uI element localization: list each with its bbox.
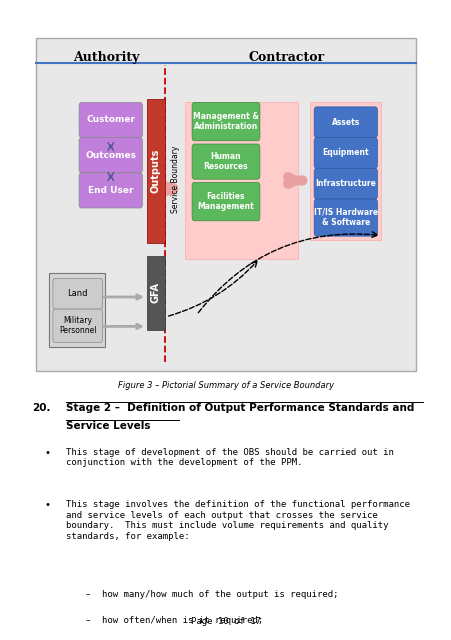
FancyBboxPatch shape: [147, 256, 165, 330]
Text: Service Boundary: Service Boundary: [170, 145, 179, 213]
FancyBboxPatch shape: [313, 138, 377, 168]
Text: Management &
Administration: Management & Administration: [193, 112, 258, 131]
FancyBboxPatch shape: [192, 182, 259, 221]
Text: Land: Land: [67, 289, 88, 298]
Text: –: –: [86, 590, 90, 599]
Text: 20.: 20.: [32, 403, 50, 413]
Text: This stage involves the definition of the functional performance
and service lev: This stage involves the definition of th…: [65, 500, 409, 541]
Text: Authority: Authority: [73, 51, 139, 64]
Text: Outcomes: Outcomes: [85, 150, 136, 160]
FancyBboxPatch shape: [53, 278, 102, 309]
Text: Facilities
Management: Facilities Management: [197, 192, 254, 211]
Text: Page 10 of 17: Page 10 of 17: [191, 617, 260, 626]
Text: GFA: GFA: [151, 282, 161, 303]
FancyBboxPatch shape: [192, 102, 259, 141]
FancyBboxPatch shape: [79, 102, 142, 138]
Text: how many/how much of the output is required;: how many/how much of the output is requi…: [101, 590, 337, 599]
FancyBboxPatch shape: [313, 107, 377, 138]
Text: End User: End User: [88, 186, 133, 195]
Text: Infrastructure: Infrastructure: [315, 179, 375, 188]
Text: Human
Resources: Human Resources: [203, 152, 248, 172]
FancyBboxPatch shape: [309, 102, 380, 240]
Text: •: •: [44, 448, 51, 458]
FancyBboxPatch shape: [49, 273, 105, 347]
FancyBboxPatch shape: [147, 99, 165, 243]
FancyBboxPatch shape: [313, 199, 377, 236]
Text: Customer: Customer: [86, 115, 135, 125]
FancyBboxPatch shape: [313, 168, 377, 199]
Text: •: •: [44, 500, 51, 511]
FancyBboxPatch shape: [192, 144, 259, 179]
Text: Assets: Assets: [331, 118, 359, 127]
Text: Service Levels: Service Levels: [65, 421, 150, 431]
Text: Contractor: Contractor: [249, 51, 324, 64]
FancyBboxPatch shape: [185, 102, 298, 259]
Text: Figure 3 – Pictorial Summary of a Service Boundary: Figure 3 – Pictorial Summary of a Servic…: [118, 381, 333, 390]
Text: Stage 2 –  Definition of Output Performance Standards and: Stage 2 – Definition of Output Performan…: [65, 403, 413, 413]
FancyBboxPatch shape: [36, 38, 415, 371]
Text: IT/IS Hardware
& Software: IT/IS Hardware & Software: [313, 208, 377, 227]
FancyBboxPatch shape: [53, 309, 102, 342]
Text: Equipment: Equipment: [322, 148, 368, 157]
Text: how often/when is it required;: how often/when is it required;: [101, 616, 262, 625]
FancyBboxPatch shape: [79, 173, 142, 208]
Text: This stage of development of the OBS should be carried out in
conjunction with t: This stage of development of the OBS sho…: [65, 448, 392, 467]
FancyBboxPatch shape: [79, 138, 142, 173]
Text: Outputs: Outputs: [151, 149, 161, 193]
Text: Military
Personnel: Military Personnel: [59, 316, 96, 335]
Text: –: –: [86, 616, 90, 625]
